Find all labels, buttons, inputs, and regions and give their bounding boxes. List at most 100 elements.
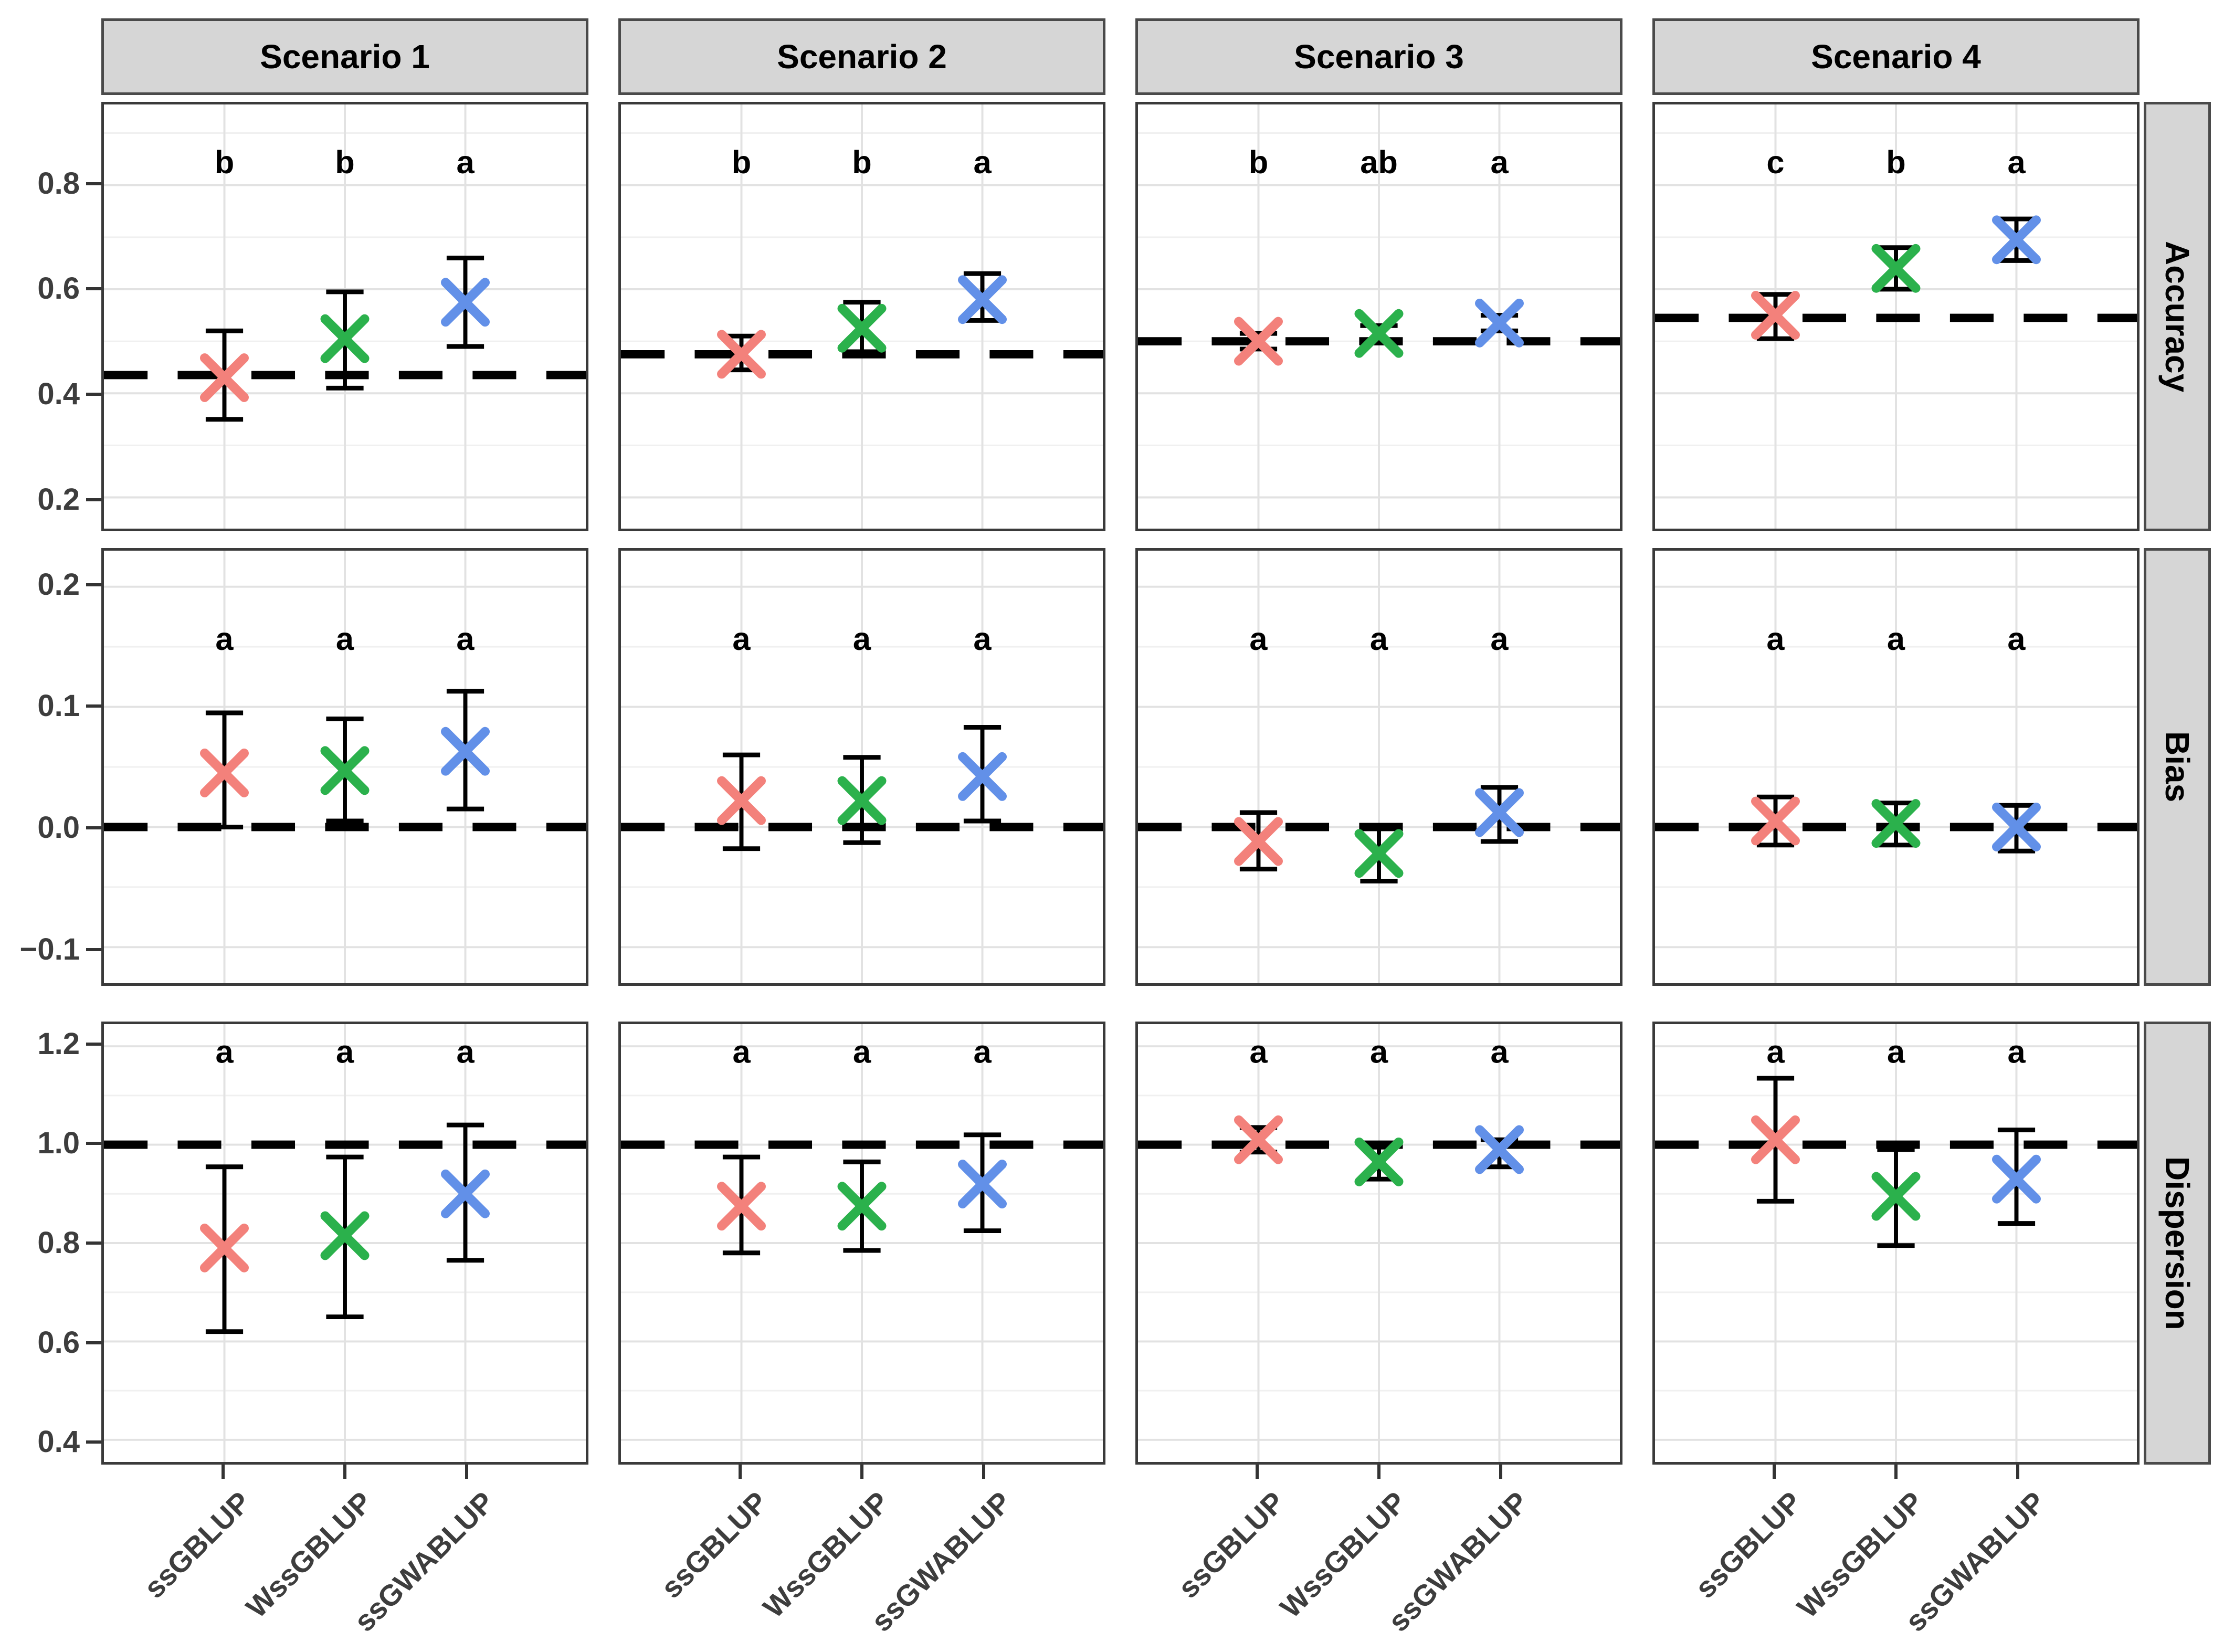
y-tick-label: 0.0 <box>37 810 80 845</box>
data-point-marker-ssGBLUP <box>1234 1115 1283 1164</box>
data-point-marker-WssGBLUP <box>837 1182 887 1231</box>
data-point-marker-ssGBLUP <box>200 1223 249 1272</box>
panel-accuracy-scenario-3: b ab a <box>1135 102 1622 531</box>
significance-letter: a <box>1370 1034 1388 1069</box>
y-tick-label: −0.1 <box>19 932 80 966</box>
facet-strip-bias: Bias <box>2144 548 2211 986</box>
significance-letter: a <box>456 144 475 180</box>
y-tick-mark <box>86 182 101 185</box>
significance-letter: a <box>2007 1034 2026 1069</box>
data-point-marker-ssGWABLUP <box>1475 788 1524 837</box>
data-point-marker-ssGWABLUP <box>958 275 1007 324</box>
significance-letter: a <box>1249 621 1268 657</box>
x-axis-label-ssGBLUP: ssGBLUP <box>1171 1485 1291 1605</box>
y-tick-mark <box>86 1142 101 1145</box>
y-tick-mark <box>86 1341 101 1344</box>
x-tick-mark <box>2016 1465 2019 1479</box>
data-point-marker-ssGBLUP <box>717 330 766 379</box>
significance-letter: a <box>215 1034 234 1069</box>
data-point-marker-ssGBLUP <box>200 353 249 402</box>
y-tick-mark <box>86 583 101 586</box>
x-tick-mark <box>1499 1465 1502 1479</box>
data-point-marker-ssGBLUP <box>717 776 766 825</box>
data-point-marker-WssGBLUP <box>837 776 887 825</box>
data-point-marker-ssGBLUP <box>1751 291 1800 340</box>
x-axis-label-ssGBLUP: ssGBLUP <box>1688 1485 1808 1605</box>
significance-letter: a <box>215 621 234 657</box>
significance-letter: c <box>1766 144 1784 180</box>
x-axis-label-WssGBLUP: WssGBLUP <box>756 1485 895 1624</box>
y-tick-mark <box>86 1042 101 1046</box>
significance-letter: a <box>732 1034 751 1069</box>
significance-letter: a <box>1490 1034 1509 1069</box>
data-point-marker-ssGWABLUP <box>441 727 490 776</box>
y-tick-label: 0.8 <box>37 1226 80 1260</box>
significance-letter: a <box>1370 621 1388 657</box>
y-tick-label: 0.6 <box>37 271 80 306</box>
significance-letter: b <box>732 144 751 180</box>
data-point-marker-WssGBLUP <box>1871 244 1921 293</box>
y-tick-label: 0.1 <box>37 689 80 723</box>
x-tick-mark <box>222 1465 225 1479</box>
significance-letter: a <box>732 621 751 657</box>
significance-letter: a <box>853 1034 871 1069</box>
y-tick-label: 1.0 <box>37 1126 80 1161</box>
data-point-marker-WssGBLUP <box>1354 1137 1404 1186</box>
data-point-marker-ssGBLUP <box>1234 817 1283 866</box>
y-tick-mark <box>86 1440 101 1444</box>
significance-letter: a <box>1766 1034 1785 1069</box>
y-tick-mark <box>86 948 101 951</box>
significance-letter: a <box>336 621 354 657</box>
data-point-marker-ssGWABLUP <box>441 278 490 327</box>
significance-letter: a <box>1249 1034 1268 1069</box>
significance-letter: a <box>1490 144 1509 180</box>
significance-letter: a <box>1766 621 1785 657</box>
x-axis-label-ssGBLUP: ssGBLUP <box>137 1485 257 1605</box>
data-point-marker-ssGWABLUP <box>958 752 1007 801</box>
x-tick-mark <box>860 1465 863 1479</box>
y-tick-label: 0.2 <box>37 482 80 517</box>
x-tick-mark <box>343 1465 346 1479</box>
y-tick-mark <box>86 1241 101 1245</box>
x-tick-mark <box>982 1465 985 1479</box>
data-point-marker-ssGBLUP <box>1751 1115 1800 1164</box>
significance-letter: a <box>2007 621 2026 657</box>
y-tick-label: 0.4 <box>37 377 80 412</box>
x-tick-mark <box>739 1465 742 1479</box>
significance-letter: a <box>1887 1034 1905 1069</box>
facet-strip-accuracy: Accuracy <box>2144 102 2211 531</box>
significance-letter: b <box>852 144 871 180</box>
data-point-marker-ssGWABLUP <box>1992 1154 2041 1204</box>
data-point-marker-WssGBLUP <box>320 746 370 795</box>
significance-letter: a <box>973 144 992 180</box>
y-tick-label: 0.8 <box>37 166 80 201</box>
x-tick-mark <box>1256 1465 1259 1479</box>
facet-strip-scenario-2: Scenario 2 <box>618 18 1105 95</box>
y-tick-label: 1.2 <box>37 1026 80 1061</box>
significance-letter: a <box>1490 621 1509 657</box>
y-tick-label: 0.6 <box>37 1325 80 1360</box>
y-tick-mark <box>86 287 101 291</box>
x-tick-mark <box>465 1465 468 1479</box>
data-point-marker-ssGWABLUP <box>1992 215 2041 265</box>
x-axis-label-ssGBLUP: ssGBLUP <box>654 1485 774 1605</box>
significance-letter: b <box>1886 144 1905 180</box>
significance-letter: a <box>1887 621 1905 657</box>
data-point-marker-ssGWABLUP <box>958 1160 1007 1208</box>
significance-letter: a <box>2007 144 2026 180</box>
y-tick-mark <box>86 393 101 396</box>
